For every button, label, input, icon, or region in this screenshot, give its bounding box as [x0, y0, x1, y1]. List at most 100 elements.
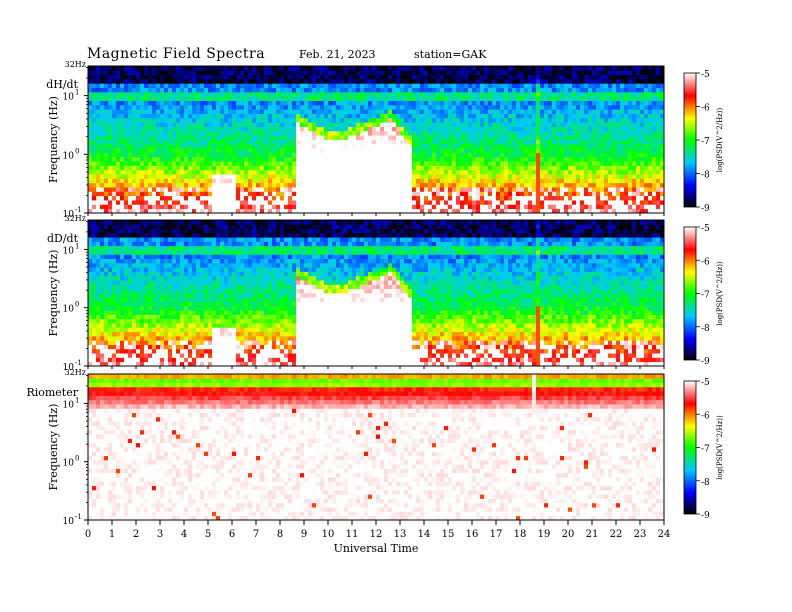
heatmap-cell	[620, 174, 625, 179]
heatmap-cell	[440, 130, 445, 136]
heatmap-cell	[472, 66, 477, 71]
heatmap-cell	[540, 96, 545, 101]
heatmap-cell	[200, 70, 205, 76]
heatmap-cell	[484, 91, 489, 97]
heatmap-cell	[260, 178, 265, 184]
heatmap-cell	[164, 113, 169, 119]
heatmap-cell	[148, 178, 153, 184]
heatmap-cell	[372, 187, 377, 192]
heatmap-cell	[532, 187, 537, 192]
heatmap-cell	[520, 66, 525, 71]
heatmap-cell	[188, 156, 193, 162]
heatmap-cell	[140, 139, 145, 145]
heatmap-cell	[88, 267, 93, 272]
heatmap-cell	[268, 70, 273, 76]
heatmap-cell	[312, 161, 317, 166]
heatmap-cell	[536, 122, 541, 127]
heatmap-cell	[592, 104, 597, 110]
heatmap-cell	[504, 169, 509, 175]
heatmap-cell	[328, 161, 333, 166]
heatmap-cell	[132, 117, 137, 123]
heatmap-cell	[88, 139, 93, 145]
heatmap-cell	[168, 148, 173, 153]
heatmap-cell	[556, 143, 561, 149]
heatmap-cell	[468, 104, 473, 110]
heatmap-cell	[652, 156, 657, 162]
heatmap-cell	[320, 139, 325, 145]
heatmap-cell	[644, 208, 649, 214]
heatmap-cell	[432, 200, 437, 205]
heatmap-cell	[620, 122, 625, 127]
heatmap-cell	[148, 117, 153, 123]
heatmap-cell	[320, 83, 325, 89]
heatmap-cell	[136, 83, 141, 89]
heatmap-cell	[608, 78, 613, 84]
heatmap-cell	[248, 113, 253, 119]
heatmap-cell	[352, 204, 357, 210]
heatmap-cell	[368, 200, 373, 205]
heatmap-cell	[360, 100, 365, 106]
heatmap-cell	[192, 169, 197, 175]
heatmap-cell	[380, 122, 385, 127]
heatmap-cell	[248, 143, 253, 149]
heatmap-cell	[592, 169, 597, 175]
heatmap-cell	[228, 78, 233, 84]
heatmap-cell	[360, 187, 365, 192]
heatmap-cell	[504, 109, 509, 114]
heatmap-cell	[172, 169, 177, 175]
heatmap-cell	[504, 117, 509, 123]
heatmap-cell	[584, 187, 589, 192]
heatmap-cell	[484, 200, 489, 205]
heatmap-cell	[256, 174, 261, 179]
heatmap-cell	[480, 195, 485, 201]
heatmap-cell	[108, 156, 113, 162]
heatmap-cell	[516, 130, 521, 136]
heatmap-cell	[240, 156, 245, 162]
heatmap-cell	[372, 104, 377, 110]
heatmap-cell	[212, 122, 217, 127]
heatmap-cell	[384, 113, 389, 119]
heatmap-cell	[352, 182, 357, 188]
heatmap-cell	[224, 204, 229, 210]
heatmap-cell	[164, 178, 169, 184]
heatmap-cell	[532, 204, 537, 210]
heatmap-cell	[440, 148, 445, 153]
heatmap-cell	[560, 78, 565, 84]
heatmap-cell	[532, 178, 537, 184]
heatmap-cell	[512, 156, 517, 162]
heatmap-cell	[600, 130, 605, 136]
heatmap-cell	[584, 152, 589, 158]
heatmap-cell	[192, 104, 197, 110]
heatmap-cell	[468, 109, 473, 114]
heatmap-cell	[220, 165, 225, 171]
heatmap-cell	[312, 117, 317, 123]
heatmap-cell	[136, 78, 141, 84]
heatmap-cell	[204, 174, 209, 179]
heatmap-cell	[344, 135, 349, 140]
heatmap-cell	[396, 195, 401, 201]
heatmap-cell	[536, 200, 541, 205]
heatmap-cell	[352, 195, 357, 201]
heatmap-cell	[432, 204, 437, 210]
heatmap-cell	[404, 165, 409, 171]
heatmap-cell	[236, 100, 241, 106]
heatmap-cell	[416, 187, 421, 192]
heatmap-cell	[516, 191, 521, 197]
heatmap-cell	[388, 152, 393, 158]
heatmap-cell	[508, 152, 513, 158]
heatmap-cell	[260, 187, 265, 192]
heatmap-cell	[404, 113, 409, 119]
heatmap-cell	[456, 130, 461, 136]
heatmap-cell	[416, 70, 421, 76]
heatmap-cell	[520, 143, 525, 149]
heatmap-cell	[412, 66, 417, 71]
heatmap-cell	[644, 117, 649, 123]
heatmap-cell	[204, 91, 209, 97]
heatmap-cell	[544, 204, 549, 210]
heatmap-cell	[252, 135, 257, 140]
heatmap-cell	[568, 156, 573, 162]
heatmap-cell	[660, 156, 665, 162]
heatmap-cell	[124, 87, 129, 93]
heatmap-cell	[204, 122, 209, 127]
heatmap-cell	[648, 204, 653, 210]
